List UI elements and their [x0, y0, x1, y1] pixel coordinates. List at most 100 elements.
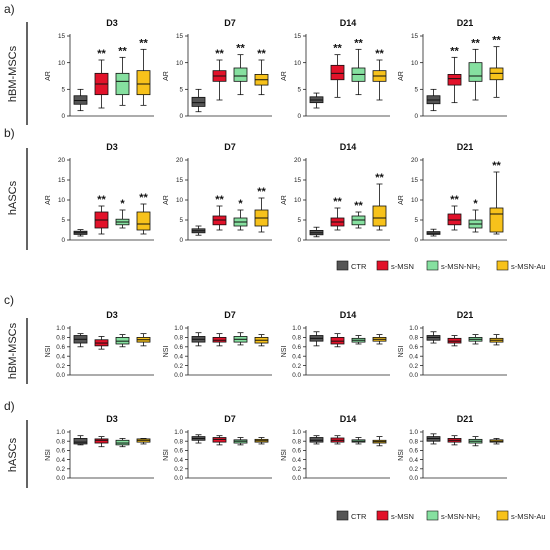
panel-d14: D14 AR 0 5 10 15 ** ** ** — [281, 18, 390, 120]
box-1 — [73, 333, 88, 348]
significance-mark: ** — [375, 172, 384, 184]
y-tick-label: 0.6 — [292, 344, 301, 351]
box-1 — [309, 435, 324, 445]
y-tick-label: 1.0 — [56, 429, 65, 436]
y-tick-label: 0.2 — [174, 363, 183, 370]
y-tick-label: 15 — [294, 33, 302, 40]
significance-mark: * — [120, 198, 125, 210]
significance-mark: ** — [333, 196, 342, 208]
significance-mark: ** — [118, 45, 127, 57]
y-axis-label: AR — [281, 195, 288, 205]
box-2 — [94, 436, 109, 448]
y-axis-label: NSI — [45, 449, 52, 461]
box-iqr — [489, 67, 504, 81]
box-2 — [212, 333, 227, 347]
y-tick-label: 10 — [294, 197, 302, 204]
box-iqr — [233, 67, 248, 82]
panel-title: D7 — [224, 414, 236, 424]
panel-title: D3 — [106, 18, 118, 28]
significance-mark: ** — [471, 37, 480, 49]
y-tick-label: 0.4 — [174, 457, 183, 464]
box-4 — [372, 334, 387, 345]
significance-mark: ** — [97, 48, 106, 60]
panel-title: D14 — [340, 310, 357, 320]
significance-mark: ** — [257, 186, 266, 198]
y-tick-label: 0.6 — [409, 344, 418, 351]
box-4: ** — [489, 160, 504, 235]
legend-2: CTR s-MSN s-MSN-NH₂ s-MSN-Au — [336, 510, 546, 521]
box-2 — [447, 435, 462, 446]
panel-d14: D14 NSI 0.0 0.2 0.4 0.6 0.8 1.0 — [281, 414, 390, 482]
box-4 — [254, 334, 269, 347]
box-4 — [254, 437, 269, 445]
panel-d21: D21 AR 0 5 10 15 ** ** ** — [398, 18, 507, 120]
y-tick-label: 0.8 — [409, 335, 418, 342]
box-iqr — [73, 438, 88, 445]
box-3 — [115, 334, 130, 348]
row-label: hASCs — [7, 180, 19, 215]
box-iqr — [489, 207, 504, 233]
y-tick-label: 0.0 — [409, 475, 418, 482]
y-axis-label: AR — [45, 195, 52, 205]
box-1 — [191, 225, 206, 236]
y-tick-label: 0.8 — [409, 438, 418, 445]
box-1 — [73, 229, 88, 237]
box-1 — [309, 92, 324, 109]
box-1 — [426, 88, 441, 112]
y-tick-label: 0.4 — [409, 457, 418, 464]
y-tick-label: 20 — [294, 157, 302, 164]
box-2: ** — [330, 43, 345, 98]
box-4 — [136, 438, 151, 445]
y-axis-label: NSI — [281, 346, 288, 358]
y-tick-label: 0 — [297, 113, 301, 120]
box-3 — [233, 332, 248, 346]
legend-label: s-MSN-NH₂ — [441, 262, 480, 271]
y-tick-label: 1.0 — [292, 325, 301, 332]
box-2: ** — [212, 194, 227, 231]
panel-d3: D3 NSI 0.0 0.2 0.4 0.6 0.8 1.0 — [45, 310, 154, 379]
box-1 — [191, 434, 206, 444]
legend-swatch — [426, 510, 439, 521]
y-tick-label: 0.4 — [292, 353, 301, 360]
box-3: * — [115, 198, 130, 229]
box-2 — [447, 335, 462, 347]
panel-title: D14 — [340, 18, 357, 28]
box-4 — [489, 438, 504, 445]
box-2: ** — [330, 196, 345, 231]
y-tick-label: 15 — [176, 33, 184, 40]
y-tick-label: 15 — [58, 177, 66, 184]
box-2: ** — [94, 194, 109, 235]
chart-row-3: c) hBM-MSCs D3 NSI 0.0 0.2 0.4 0.6 0.8 1.0 D7 NSI 0.… — [4, 293, 507, 384]
section-label: c) — [4, 293, 14, 307]
y-tick-label: 0.8 — [174, 335, 183, 342]
chart-row-1: a) hBM-MSCs D3 AR 0 5 10 15 ** ** ** D7 AR 0 5 10 15 ** **… — [4, 2, 507, 125]
significance-mark: ** — [215, 48, 224, 60]
legend-label: s-MSN — [391, 262, 414, 271]
panel-d3: D3 AR 0 5 10 15 ** ** ** — [45, 18, 154, 120]
y-tick-label: 0.4 — [292, 457, 301, 464]
legend-swatch — [376, 510, 389, 521]
panel-d21: D21 NSI 0.0 0.2 0.4 0.6 0.8 1.0 — [398, 414, 507, 482]
y-tick-label: 5 — [414, 87, 418, 94]
box-1 — [73, 435, 88, 446]
y-axis-label: NSI — [281, 449, 288, 461]
box-2 — [330, 333, 345, 348]
y-tick-label: 5 — [179, 217, 183, 224]
y-tick-label: 10 — [411, 60, 419, 67]
box-iqr — [447, 74, 462, 86]
y-tick-label: 20 — [58, 157, 66, 164]
y-tick-label: 10 — [294, 60, 302, 67]
y-tick-label: 0.0 — [292, 372, 301, 379]
y-tick-label: 0.4 — [56, 353, 65, 360]
box-2 — [94, 336, 109, 350]
box-3: ** — [115, 45, 130, 106]
significance-mark: ** — [450, 194, 459, 206]
y-tick-label: 0 — [297, 237, 301, 244]
y-tick-label: 15 — [294, 177, 302, 184]
box-1 — [426, 331, 441, 344]
panel-title: D21 — [457, 18, 474, 28]
